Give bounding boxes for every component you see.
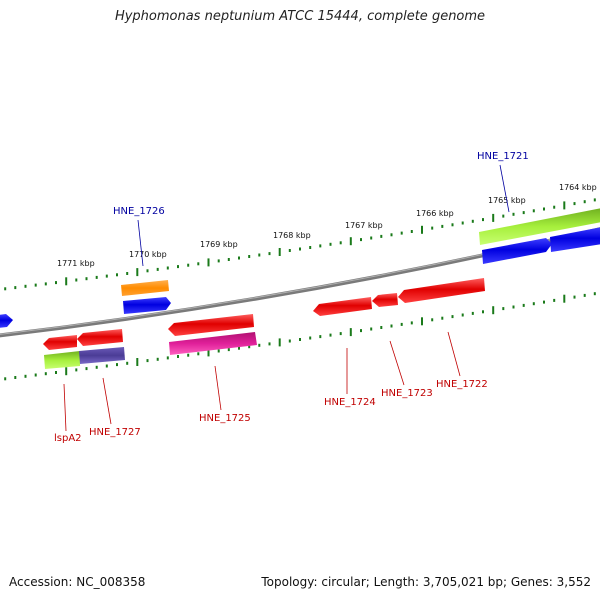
leader-hne1727	[102, 377, 112, 425]
kbp-label-1768: 1768 kbp	[273, 231, 311, 240]
gene-label-hne1724[interactable]: HNE_1724	[324, 397, 376, 408]
leader-hne1726	[137, 219, 144, 267]
gene-label-hne1721[interactable]: HNE_1721	[477, 151, 529, 162]
leader-hne1721	[499, 164, 510, 213]
gene-label-hne1722[interactable]: HNE_1722	[436, 379, 488, 390]
gene-hne1724-red[interactable]	[313, 297, 372, 316]
gene-label-hne1727[interactable]: HNE_1727	[89, 427, 141, 438]
gene-left-edge-blue[interactable]	[0, 314, 13, 328]
gene-lspA2-green[interactable]	[44, 351, 80, 369]
chromosome-backbone	[0, 227, 600, 338]
gene-lspA2-red[interactable]	[43, 335, 77, 350]
gene-label-lspA2[interactable]: lspA2	[54, 433, 82, 444]
kbp-label-1769: 1769 kbp	[200, 240, 238, 249]
kbp-label-1764: 1764 kbp	[559, 183, 597, 192]
map-title: Hyphomonas neptunium ATCC 15444, complet…	[114, 9, 486, 24]
topology-text: Topology: circular; Length: 3,705,021 bp…	[261, 575, 591, 589]
chromosome-backbone-highlight	[0, 227, 600, 335]
leader-lspA2	[63, 383, 67, 432]
outer-tick-track	[4, 198, 596, 291]
leader-hne1725	[214, 365, 222, 411]
gene-hne1727-purple[interactable]	[79, 347, 125, 364]
kbp-label-1770: 1770 kbp	[129, 250, 167, 259]
gene-hne1727-red[interactable]	[77, 329, 123, 346]
inner-tick-track	[4, 292, 596, 381]
leader-hne1723	[389, 340, 405, 386]
gene-label-hne1725[interactable]: HNE_1725	[199, 413, 251, 424]
leader-hne1722	[447, 331, 461, 377]
gene-label-hne1726[interactable]: HNE_1726	[113, 206, 165, 217]
kbp-label-1767: 1767 kbp	[345, 221, 383, 230]
gene-hne1721-blue[interactable]	[482, 238, 552, 264]
gene-hne1726-orange[interactable]	[121, 280, 169, 296]
gene-hne1721-green[interactable]	[479, 208, 600, 245]
gene-label-hne1723[interactable]: HNE_1723	[381, 388, 433, 399]
gene-hne1722-red[interactable]	[398, 278, 485, 303]
kbp-label-1771: 1771 kbp	[57, 259, 95, 268]
gene-hne1726-blue[interactable]	[123, 297, 171, 314]
accession-text: Accession: NC_008358	[9, 575, 146, 589]
gene-hne1723-red[interactable]	[372, 293, 398, 307]
gene-hne1725-red[interactable]	[168, 314, 254, 336]
gene-hne1725-pink[interactable]	[169, 332, 257, 355]
kbp-label-1766: 1766 kbp	[416, 209, 454, 218]
gene-right-edge-blue[interactable]	[550, 227, 600, 252]
